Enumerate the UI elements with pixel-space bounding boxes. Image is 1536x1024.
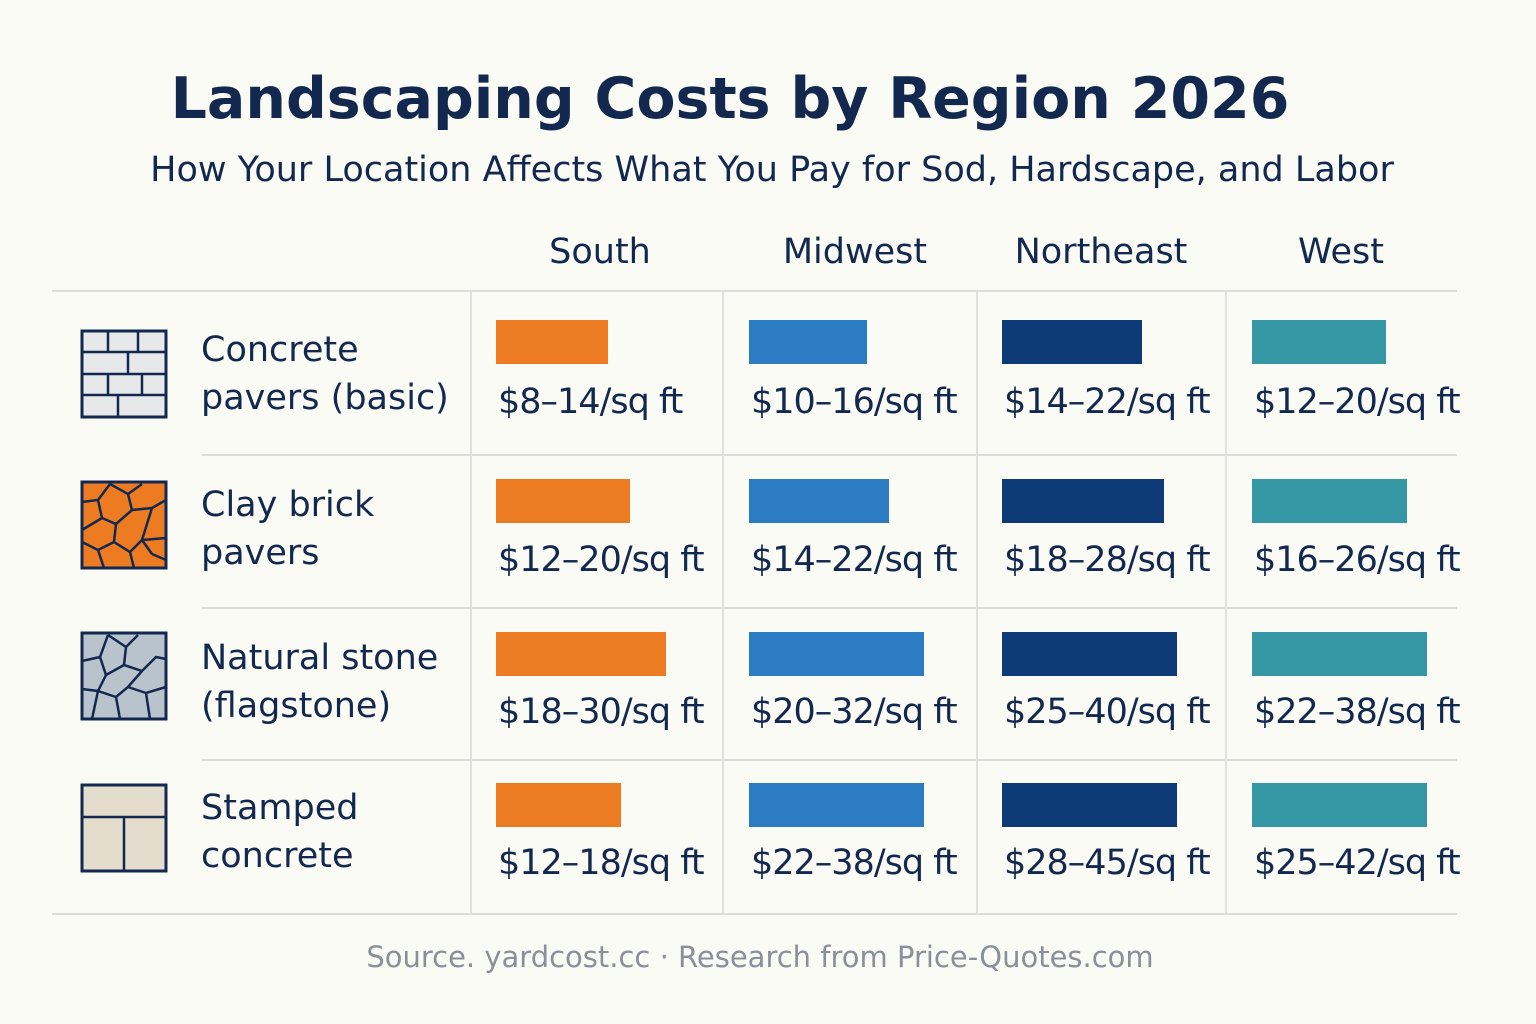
price-label-west: $16–26/sq ft: [1254, 540, 1461, 580]
cost-bar-west: [1252, 632, 1427, 676]
price-label-west: $12–20/sq ft: [1254, 382, 1461, 422]
price-label-northeast: $25–40/sq ft: [1004, 692, 1211, 732]
price-label-south: $12–20/sq ft: [498, 540, 705, 580]
cost-bar-northeast: [1002, 479, 1164, 523]
price-label-south: $18–30/sq ft: [498, 692, 705, 732]
cost-bar-west: [1252, 783, 1427, 827]
row-divider-3: [202, 759, 1457, 761]
flagstone-icon: [80, 631, 168, 721]
column-divider-3: [976, 292, 978, 913]
table-bottom-border: [52, 913, 1457, 915]
cost-bar-west: [1252, 479, 1408, 523]
cost-bar-south: [496, 783, 621, 827]
row-divider-2: [202, 607, 1457, 609]
column-divider-1: [470, 292, 472, 913]
column-divider-4: [1225, 292, 1227, 913]
stamped-concrete-icon: [80, 783, 168, 873]
cost-bar-midwest: [749, 632, 924, 676]
cost-bar-south: [496, 479, 630, 523]
material-label-line: Concrete: [201, 330, 359, 370]
cost-bar-midwest: [749, 783, 924, 827]
region-header-west: West: [1297, 232, 1385, 272]
material-label: Stamped concrete: [201, 784, 469, 880]
cost-bar-west: [1252, 320, 1386, 364]
source-note: Source. yardcost.cc · Research from Pric…: [366, 940, 1154, 974]
clay-brick-icon: [80, 480, 168, 570]
price-label-northeast: $18–28/sq ft: [1004, 540, 1211, 580]
row-divider-1: [202, 454, 1457, 456]
price-label-south: $8–14/sq ft: [498, 382, 683, 422]
cost-bar-south: [496, 320, 608, 364]
price-label-midwest: $22–38/sq ft: [751, 843, 958, 883]
material-label-line: pavers (basic): [201, 378, 449, 418]
price-label-west: $25–42/sq ft: [1254, 843, 1461, 883]
region-header-midwest: Midwest: [782, 232, 928, 272]
material-label-line: Clay brick: [201, 485, 375, 525]
price-label-west: $22–38/sq ft: [1254, 692, 1461, 732]
cost-bar-northeast: [1002, 632, 1177, 676]
price-label-midwest: $14–22/sq ft: [751, 540, 958, 580]
material-label-line: pavers: [201, 533, 320, 573]
cost-bar-midwest: [749, 479, 889, 523]
price-label-midwest: $10–16/sq ft: [751, 382, 958, 422]
material-label-line: Natural stone: [201, 638, 439, 678]
column-divider-2: [722, 292, 724, 913]
chart-subtitle: How Your Location Affects What You Pay f…: [150, 150, 1394, 190]
price-label-midwest: $20–32/sq ft: [751, 692, 958, 732]
cost-bar-midwest: [749, 320, 868, 364]
region-header-northeast: Northeast: [1014, 232, 1188, 272]
material-label: Concrete pavers (basic): [201, 326, 469, 422]
material-label: Clay brick pavers: [201, 481, 469, 577]
concrete-paver-icon: [80, 329, 168, 419]
price-label-northeast: $14–22/sq ft: [1004, 382, 1211, 422]
cost-bar-northeast: [1002, 783, 1177, 827]
material-label: Natural stone (flagstone): [201, 634, 469, 730]
header-divider: [52, 290, 1457, 292]
material-label-line: (flagstone): [201, 686, 392, 726]
price-label-south: $12–18/sq ft: [498, 843, 705, 883]
cost-bar-northeast: [1002, 320, 1142, 364]
region-header-south: South: [549, 232, 651, 272]
material-label-line: Stamped: [201, 788, 359, 828]
cost-bar-south: [496, 632, 667, 676]
price-label-northeast: $28–45/sq ft: [1004, 843, 1211, 883]
chart-title: Landscaping Costs by Region 2026: [170, 66, 1290, 132]
material-label-line: concrete: [201, 836, 354, 876]
